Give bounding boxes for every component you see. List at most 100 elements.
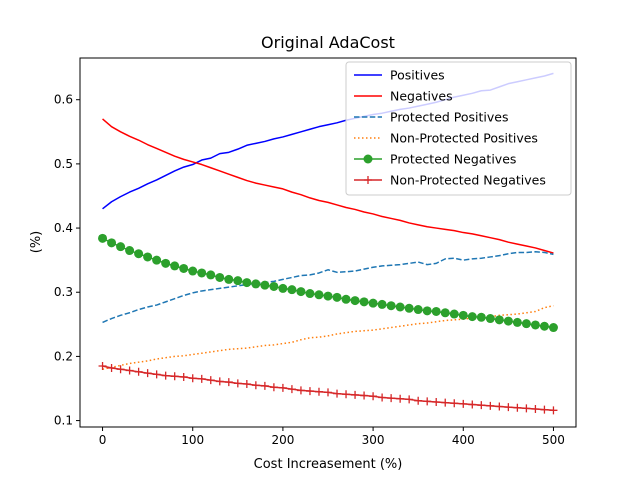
data-point <box>422 306 432 316</box>
data-point <box>324 388 332 397</box>
data-point <box>395 302 405 312</box>
data-point <box>224 274 234 284</box>
legend-label: Non-Protected Negatives <box>390 173 546 188</box>
data-point <box>342 390 351 399</box>
data-point <box>116 242 126 252</box>
data-point <box>549 406 558 415</box>
data-point <box>314 387 323 396</box>
legend-marker <box>363 154 373 164</box>
series-line-5 <box>102 365 554 412</box>
data-point <box>224 378 233 387</box>
legend-entry-0: Positives <box>354 68 445 83</box>
data-point <box>161 258 171 268</box>
series-2 <box>102 251 554 324</box>
data-point <box>125 246 135 256</box>
data-point <box>233 379 242 388</box>
data-point <box>179 263 189 273</box>
data-point <box>467 312 477 322</box>
data-point <box>350 296 360 306</box>
legend-entry-2: Protected Positives <box>354 110 509 125</box>
data-point <box>458 310 468 320</box>
x-tick-label: 200 <box>271 433 294 447</box>
chart-title: Original AdaCost <box>261 33 395 52</box>
data-point <box>296 287 306 297</box>
data-point <box>260 280 270 290</box>
data-point <box>251 279 261 289</box>
data-point <box>494 315 504 325</box>
data-point <box>530 320 540 330</box>
data-point <box>377 299 387 309</box>
data-point <box>98 233 108 243</box>
series-line-3 <box>102 304 554 370</box>
data-point <box>143 369 152 378</box>
data-point <box>468 400 477 409</box>
data-point <box>495 402 504 411</box>
data-point <box>441 398 450 407</box>
data-point <box>206 376 215 385</box>
data-point <box>404 303 414 313</box>
x-tick-label: 400 <box>452 433 475 447</box>
data-point <box>152 370 161 379</box>
data-point <box>368 298 378 308</box>
data-point <box>125 366 134 375</box>
data-point <box>233 276 243 286</box>
data-point <box>251 381 260 390</box>
data-point <box>134 367 143 376</box>
data-point <box>242 278 252 288</box>
data-point <box>269 281 279 291</box>
series-4 <box>98 233 558 333</box>
plot-frame <box>79 57 577 428</box>
data-point <box>323 291 333 301</box>
data-point <box>539 321 549 331</box>
data-point <box>152 255 162 265</box>
data-point <box>485 314 495 324</box>
data-point <box>242 380 251 389</box>
x-tick-label: 100 <box>181 433 204 447</box>
series-3 <box>102 304 554 370</box>
data-point <box>197 374 206 383</box>
data-point <box>440 308 450 318</box>
legend-label: Protected Negatives <box>390 152 516 167</box>
data-point <box>215 272 225 282</box>
data-point <box>170 372 179 381</box>
y-tick-label: 0.2 <box>54 349 73 363</box>
data-point <box>269 383 278 392</box>
y-tick-label: 0.4 <box>54 221 73 235</box>
legend-entry-4: Protected Negatives <box>354 152 516 167</box>
data-point <box>423 397 432 406</box>
data-point <box>134 249 144 259</box>
data-point <box>450 399 459 408</box>
legend-label: Non-Protected Positives <box>390 131 538 146</box>
data-point <box>504 403 513 412</box>
x-axis-label: Cost Increasement (%) <box>254 457 403 472</box>
data-point <box>278 383 287 392</box>
legend-label: Negatives <box>390 89 453 104</box>
data-point <box>188 374 197 383</box>
legend-label: Positives <box>390 68 445 83</box>
series-5 <box>98 362 558 415</box>
data-point <box>351 390 360 399</box>
data-point <box>386 301 396 311</box>
data-point <box>431 306 441 316</box>
data-point <box>333 389 342 398</box>
data-point <box>548 323 558 333</box>
legend: Positives Negatives Protected Positives Non… <box>345 61 572 196</box>
x-tick-label: 500 <box>542 433 565 447</box>
data-point <box>414 396 423 405</box>
data-point <box>296 386 305 395</box>
series-layer <box>98 72 558 415</box>
data-point <box>503 316 513 326</box>
data-point <box>143 252 153 262</box>
data-point <box>512 317 522 327</box>
data-point <box>521 319 531 329</box>
data-point <box>476 312 486 322</box>
data-point <box>387 394 396 403</box>
data-point <box>170 261 180 271</box>
data-point <box>432 397 441 406</box>
y-tick-label: 0.6 <box>54 93 73 107</box>
data-point <box>287 385 296 394</box>
data-point <box>188 266 198 276</box>
data-point <box>332 292 342 302</box>
